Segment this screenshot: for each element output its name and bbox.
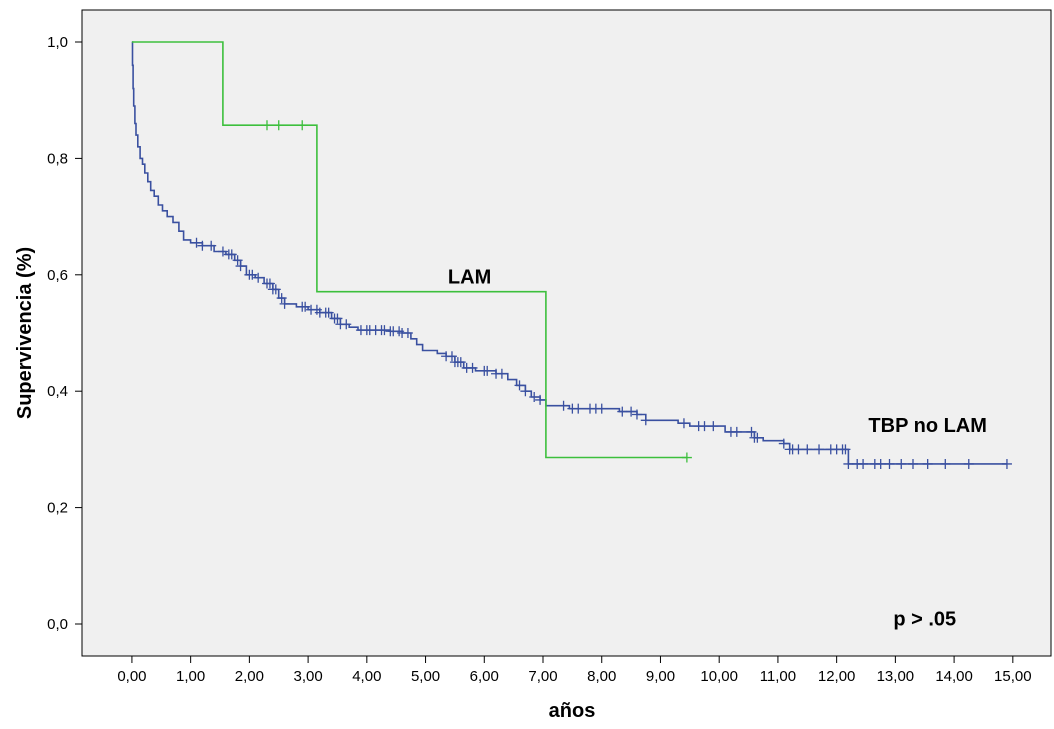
x-tick-label: 3,00: [293, 668, 322, 685]
annotation-label: p > .05: [893, 609, 956, 631]
annotation-label: TBP no LAM: [868, 415, 987, 437]
x-tick-label: 8,00: [587, 668, 616, 685]
censor-mark: [752, 432, 763, 443]
y-tick-label: 1,0: [47, 34, 68, 51]
censor-mark: [793, 444, 804, 455]
censor-mark: [496, 368, 507, 379]
censor-mark: [858, 458, 869, 469]
censor-mark: [235, 261, 246, 272]
x-tick-label: 7,00: [528, 668, 557, 685]
ticks-layer: 0,00 1,00 2,00 3,00 4,00 5,00 6,00 7,00 8,00 9,00…: [47, 34, 1031, 685]
censor-mark: [197, 240, 208, 251]
x-tick-label: 11,00: [760, 668, 796, 685]
censor-mark: [640, 415, 651, 426]
censor-mark: [731, 426, 742, 437]
censor-mark: [596, 403, 607, 414]
censor-mark: [907, 458, 918, 469]
plot-area: [81, 9, 1052, 657]
censor-mark: [482, 365, 493, 376]
censor-mark: [558, 400, 569, 411]
censor-mark: [206, 240, 217, 251]
y-axis-label: Supervivencia (%): [14, 247, 36, 419]
censor-mark: [273, 120, 284, 131]
censor-mark: [529, 392, 540, 403]
censor-mark: [1001, 458, 1012, 469]
y-tick-label: 0,2: [47, 500, 68, 517]
x-tick-label: 9,00: [646, 668, 675, 685]
censor-mark: [455, 357, 466, 368]
censor-mark: [297, 120, 308, 131]
censor-mark: [264, 278, 275, 289]
censor-mark: [843, 458, 854, 469]
censor-mark: [341, 319, 352, 330]
x-axis-label: años: [549, 700, 596, 722]
censor-mark: [814, 444, 825, 455]
x-tick-label: 15,00: [994, 668, 1032, 685]
censor-mark: [746, 426, 757, 437]
x-tick-label: 5,00: [411, 668, 440, 685]
censor-mark: [261, 120, 272, 131]
censor-mark: [681, 452, 692, 463]
x-tick-label: 14,00: [935, 668, 973, 685]
censor-mark: [573, 403, 584, 414]
censor-mark: [840, 444, 851, 455]
censor-mark: [446, 351, 457, 362]
censor-mark: [232, 255, 243, 266]
censor-mark: [323, 307, 334, 318]
y-tick-label: 0,4: [47, 383, 68, 400]
censor-mark: [802, 444, 813, 455]
censor-mark: [279, 298, 290, 309]
x-tick-label: 1,00: [176, 668, 205, 685]
censor-mark: [379, 325, 390, 336]
x-tick-label: 13,00: [877, 668, 915, 685]
censor-mark: [253, 272, 264, 283]
censor-mark: [191, 237, 202, 248]
censor-mark: [226, 249, 237, 260]
censor-mark: [617, 406, 628, 417]
x-tick-label: 4,00: [352, 668, 381, 685]
y-tick-label: 0,6: [47, 267, 68, 284]
censor-mark: [963, 458, 974, 469]
censor-mark: [300, 301, 311, 312]
censor-mark: [884, 458, 895, 469]
censor-mark: [699, 421, 710, 432]
censor-mark: [678, 418, 689, 429]
x-tick-label: 0,00: [117, 668, 146, 685]
censor-mark: [875, 458, 886, 469]
censor-mark: [514, 380, 525, 391]
censor-mark: [247, 269, 258, 280]
censor-mark: [276, 293, 287, 304]
series-layer: [131, 41, 1012, 469]
x-tick-label: 10,00: [700, 668, 738, 685]
censor-mark: [402, 328, 413, 338]
x-tick-label: 12,00: [818, 668, 856, 685]
censor-mark: [922, 458, 933, 469]
censor-mark: [217, 246, 228, 257]
censor-mark: [940, 458, 951, 469]
censor-mark: [778, 438, 789, 449]
censor-mark: [467, 362, 478, 373]
censor-mark: [332, 313, 343, 324]
annotations-layer: LAM TBP no LAM p > .05: [448, 267, 987, 631]
censor-mark: [535, 394, 546, 405]
censor-mark: [896, 458, 907, 469]
annotation-label: LAM: [448, 267, 491, 289]
y-tick-label: 0,0: [47, 616, 68, 633]
series-line-lam: [131, 41, 687, 459]
x-tick-label: 6,00: [470, 668, 499, 685]
x-tick-label: 2,00: [235, 668, 264, 685]
censor-mark: [631, 409, 642, 420]
censor-mark: [708, 421, 719, 432]
y-tick-label: 0,8: [47, 150, 68, 167]
censor-mark: [270, 284, 281, 295]
censor-mark: [626, 406, 637, 417]
censor-mark: [520, 386, 531, 397]
